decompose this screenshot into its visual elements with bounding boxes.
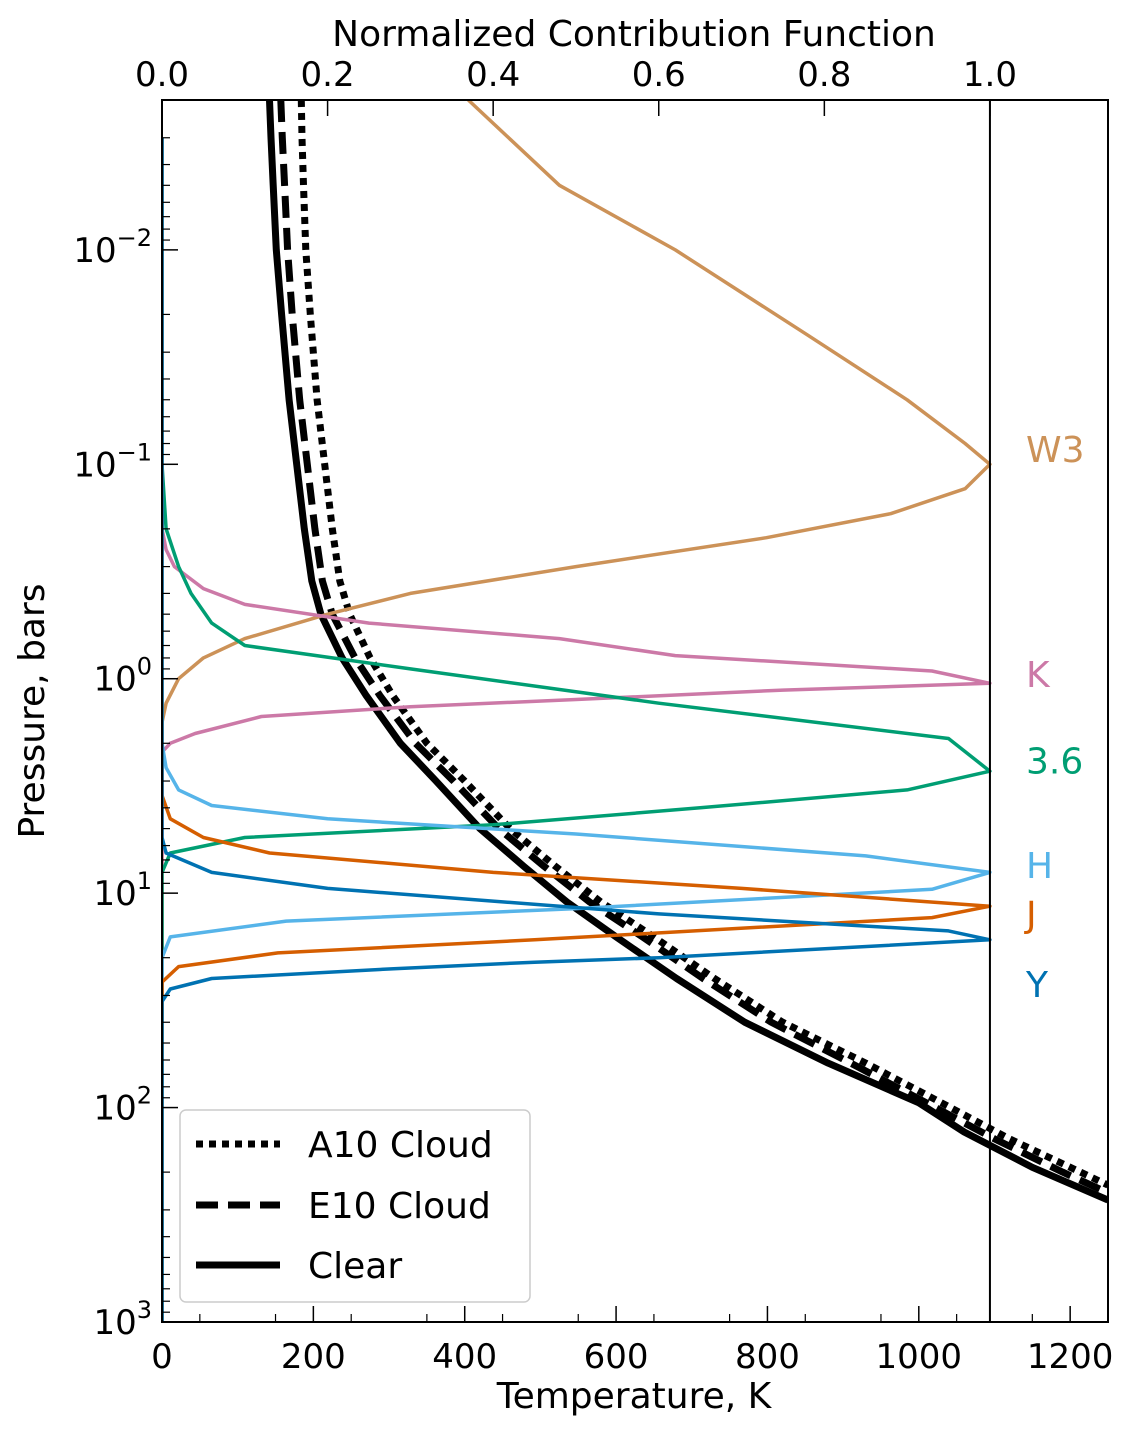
legend-label-clear: Clear [308, 1246, 402, 1287]
band-label-j: J [1024, 895, 1037, 936]
x-tick-label: 400 [432, 1337, 497, 1377]
band-label-k: K [1026, 655, 1051, 696]
x-tick-label: 1000 [876, 1337, 963, 1377]
cf-curve-j [162, 137, 992, 1322]
legend-label-e10: E10 Cloud [308, 1186, 491, 1227]
y-tick-label: 101 [93, 867, 152, 914]
x-axis-bottom: 0 200 400 600 800 1000 1200 [151, 1306, 1113, 1377]
plot-area [162, 100, 1108, 1322]
top-axis-title: Normalized Contribution Function [332, 14, 936, 55]
y-tick-label: 103 [93, 1296, 152, 1343]
x-tick-label: 200 [281, 1337, 346, 1377]
band-label-y: Y [1025, 965, 1049, 1006]
band-label-h: H [1026, 846, 1053, 887]
cf-curve-k [162, 137, 992, 1322]
y-tick-label: 102 [93, 1082, 152, 1129]
top-tick-label: 0.0 [135, 55, 189, 95]
y-axis: 10−2 10−1 100 101 102 103 [73, 99, 178, 1343]
legend-box [179, 1109, 531, 1303]
legend: A10 Cloud E10 Cloud Clear [179, 1109, 531, 1303]
profile-clear [266, 100, 1108, 1204]
y-tick-label: 10−2 [73, 224, 152, 271]
band-label-w3: W3 [1026, 430, 1085, 471]
cf-curve-h [162, 137, 992, 1322]
y-axis-title: Pressure, bars [12, 583, 53, 838]
top-tick-label: 0.2 [301, 55, 355, 95]
top-tick-label: 0.4 [466, 55, 520, 95]
cf-curve-w3 [162, 100, 992, 1322]
y-tick-label: 100 [93, 653, 152, 700]
top-tick-label: 0.8 [797, 55, 851, 95]
band-label-3-6: 3.6 [1026, 741, 1083, 782]
contribution-functions [162, 100, 992, 1322]
profile-a10-cloud [297, 100, 1108, 1189]
plot-frame [161, 99, 1109, 1323]
x-axis-title: Temperature, K [496, 1376, 773, 1417]
cf-curve-3-6 [162, 137, 992, 1322]
y-tick-label: 10−1 [73, 438, 152, 485]
x-tick-label: 600 [584, 1337, 649, 1377]
band-labels: W3 K 3.6 HJY [1024, 430, 1085, 1006]
x-tick-label: 1200 [1027, 1337, 1114, 1377]
temperature-profiles [266, 100, 1108, 1204]
legend-label-a10: A10 Cloud [308, 1125, 493, 1166]
top-tick-label: 0.6 [632, 55, 686, 95]
top-tick-label: 1.0 [963, 55, 1017, 95]
x-tick-label: 800 [735, 1337, 800, 1377]
x-axis-top: 0.0 0.2 0.4 0.6 0.8 1.0 [135, 55, 1017, 116]
x-tick-label: 0 [151, 1337, 173, 1377]
